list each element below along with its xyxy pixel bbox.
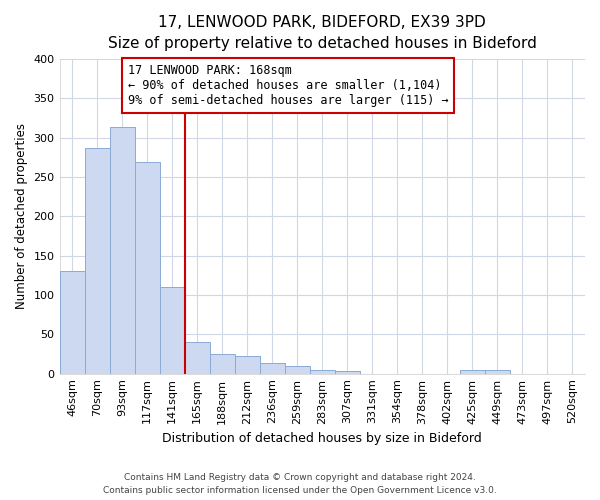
Bar	[460, 370, 485, 374]
Y-axis label: Number of detached properties: Number of detached properties	[15, 124, 28, 310]
Text: 17 LENWOOD PARK: 168sqm
← 90% of detached houses are smaller (1,104)
9% of semi-: 17 LENWOOD PARK: 168sqm ← 90% of detache…	[128, 64, 448, 107]
Bar	[235, 356, 260, 374]
Bar	[134, 162, 160, 374]
Text: Contains HM Land Registry data © Crown copyright and database right 2024.
Contai: Contains HM Land Registry data © Crown c…	[103, 474, 497, 495]
Bar	[160, 287, 185, 374]
Bar	[209, 354, 235, 374]
Bar	[185, 342, 209, 374]
Bar	[260, 364, 285, 374]
Bar	[110, 126, 134, 374]
X-axis label: Distribution of detached houses by size in Bideford: Distribution of detached houses by size …	[163, 432, 482, 445]
Title: 17, LENWOOD PARK, BIDEFORD, EX39 3PD
Size of property relative to detached house: 17, LENWOOD PARK, BIDEFORD, EX39 3PD Siz…	[108, 15, 537, 51]
Bar	[310, 370, 335, 374]
Bar	[285, 366, 310, 374]
Bar	[59, 272, 85, 374]
Bar	[335, 372, 360, 374]
Bar	[85, 148, 110, 374]
Bar	[485, 370, 510, 374]
